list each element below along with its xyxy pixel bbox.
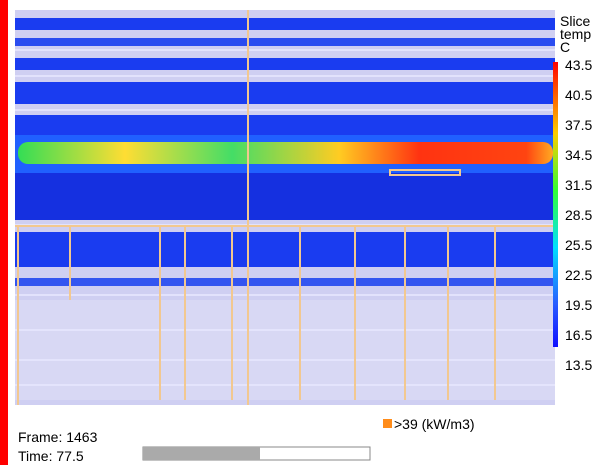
legend-label: >39 (kW/m3)	[394, 416, 475, 432]
time-label: Time: 77.5	[18, 448, 84, 464]
colorbar-title: Slice	[560, 13, 591, 29]
colorbar-title: temp	[560, 26, 591, 42]
colorbar-label: 22.5	[565, 267, 592, 283]
colorbar-label: 34.5	[565, 147, 592, 163]
colorbar-label: 19.5	[565, 297, 592, 313]
colorbar-label: 28.5	[565, 207, 592, 223]
colorbar-label: 25.5	[565, 237, 592, 253]
progress-fill	[143, 447, 260, 460]
colorbar-label: 16.5	[565, 327, 592, 343]
colorbar	[553, 62, 558, 347]
colorbar-label: 43.5	[565, 57, 592, 73]
colorbar-label: 31.5	[565, 177, 592, 193]
colorbar-label: 37.5	[565, 117, 592, 133]
colorbar-label: 13.5	[565, 357, 592, 373]
colorbar-title: C	[560, 39, 570, 55]
scene	[15, 10, 555, 405]
legend-swatch	[383, 419, 392, 428]
frame-label: Frame: 1463	[18, 429, 98, 445]
window-border	[0, 0, 8, 465]
colorbar-label: 40.5	[565, 87, 592, 103]
